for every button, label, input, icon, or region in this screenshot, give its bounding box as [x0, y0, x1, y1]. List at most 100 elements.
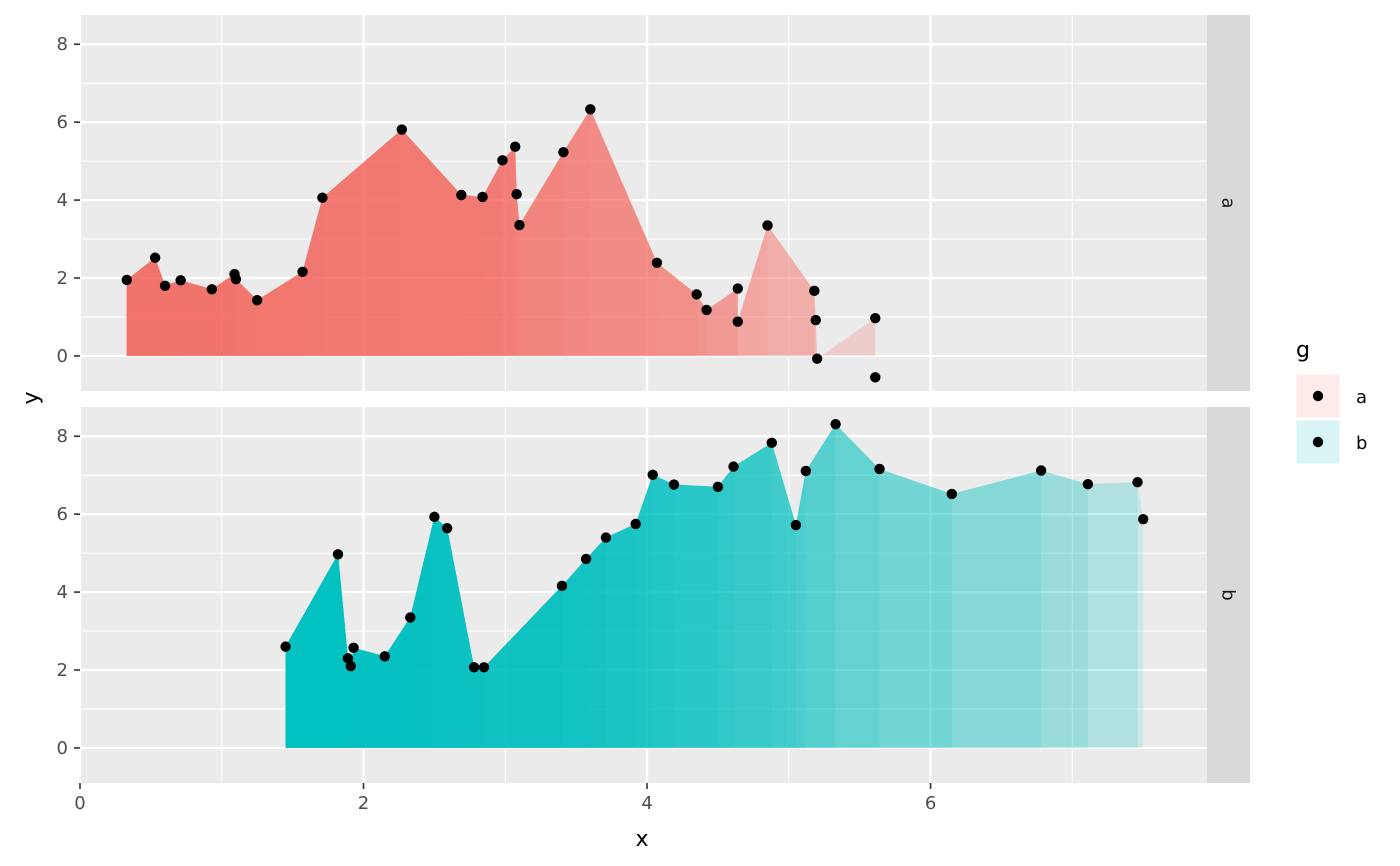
area-layer: [285, 516, 448, 748]
area-layer: [126, 129, 483, 356]
data-point: [762, 220, 773, 231]
y-tick-label: 8: [57, 34, 68, 55]
area-layer: [285, 516, 606, 748]
area-layer: [285, 442, 796, 748]
y-tick-label: 4: [57, 582, 68, 603]
facet-panel-a: 0 2 4 6 8 a: [57, 15, 1250, 391]
facet-strip: [1207, 15, 1250, 391]
area-layer: [285, 474, 718, 748]
points-a: [121, 104, 881, 383]
area-layer: [285, 516, 485, 748]
legend: g a b: [1295, 338, 1367, 465]
x-tick-label: 2: [358, 793, 369, 814]
area-layer: [126, 109, 591, 356]
data-point: [810, 314, 821, 326]
area-layer: [285, 554, 348, 748]
data-point: [946, 488, 958, 500]
data-point: [511, 189, 522, 200]
area-layer: [126, 257, 181, 356]
area-layer: [285, 442, 806, 748]
data-point: [159, 280, 171, 291]
data-point: [558, 146, 569, 158]
data-point: [441, 522, 453, 534]
data-point: [1138, 514, 1149, 525]
data-point: [790, 519, 802, 531]
data-point: [1132, 477, 1143, 488]
data-point: [870, 312, 881, 324]
area-layer: [285, 516, 435, 748]
area-layer: [285, 516, 475, 748]
area-layer: [126, 257, 303, 356]
data-point: [280, 641, 291, 652]
data-point: [317, 192, 328, 203]
area-layer: [126, 129, 520, 356]
legend-key-point: [1312, 436, 1324, 448]
area-layer: [285, 474, 653, 748]
data-point: [149, 252, 161, 263]
facet-panel-b: 0 2 4 6 8 b: [57, 407, 1250, 783]
data-point: [600, 532, 612, 543]
data-point: [230, 273, 242, 285]
area-layer: [126, 129, 503, 356]
data-point: [252, 295, 263, 306]
panel-background: [80, 407, 1207, 783]
data-point: [297, 266, 308, 277]
area-layer: [126, 109, 738, 356]
data-point: [456, 189, 467, 201]
legend-key-border: [1295, 419, 1341, 465]
data-point: [514, 219, 525, 231]
facet-panels: 0 2 4 6 8 a 0 2 4 6 8 b: [57, 15, 1250, 783]
y-tick-label: 8: [57, 426, 68, 447]
y-axis-title: y: [19, 391, 44, 404]
data-point: [691, 289, 702, 300]
area-layer: [126, 197, 323, 356]
data-point: [800, 465, 812, 477]
area-layer: [126, 109, 818, 359]
area-layer: [126, 109, 815, 356]
data-point: [379, 651, 390, 662]
y-tick-label: 6: [57, 504, 68, 525]
data-point: [429, 511, 440, 523]
x-axis: 0 2 4 6: [74, 783, 936, 814]
area-layer: [285, 424, 1042, 748]
x-tick-label: 4: [641, 793, 652, 814]
area-layer: [285, 554, 411, 748]
y-tick-label: 6: [57, 112, 68, 133]
data-point: [497, 155, 508, 166]
data-point: [580, 553, 592, 565]
data-point: [701, 304, 712, 316]
data-point: [510, 141, 521, 152]
data-point: [175, 275, 186, 286]
legend-title: g: [1296, 338, 1310, 363]
y-tick-label: 4: [57, 190, 68, 211]
area-layer: [126, 109, 768, 356]
area-layer: [126, 257, 258, 356]
x-axis-title: x: [635, 827, 648, 852]
area-layer: [285, 424, 1138, 748]
data-point: [870, 372, 881, 383]
data-point: [830, 418, 841, 430]
x-tick-label: 0: [74, 793, 85, 814]
data-point: [630, 518, 641, 530]
data-point: [477, 191, 488, 203]
area-layer: [285, 442, 772, 748]
data-point: [556, 580, 568, 592]
area-layer: [126, 109, 876, 378]
data-point: [405, 612, 416, 623]
area-layer: [285, 516, 636, 748]
legend-key-border: [1295, 373, 1341, 419]
data-point: [1035, 465, 1047, 476]
area-layer: [285, 554, 339, 748]
area-layer: [126, 109, 876, 359]
data-point: [732, 283, 743, 294]
area-layer: [126, 257, 212, 356]
area-layer: [126, 109, 738, 356]
data-point: [811, 353, 823, 364]
data-point: [651, 257, 663, 269]
legend-key-point: [1312, 390, 1324, 402]
facet-strip-label: a: [1218, 197, 1239, 208]
data-point: [647, 469, 658, 480]
area-layer: [285, 554, 385, 748]
area-layer: [285, 424, 836, 748]
